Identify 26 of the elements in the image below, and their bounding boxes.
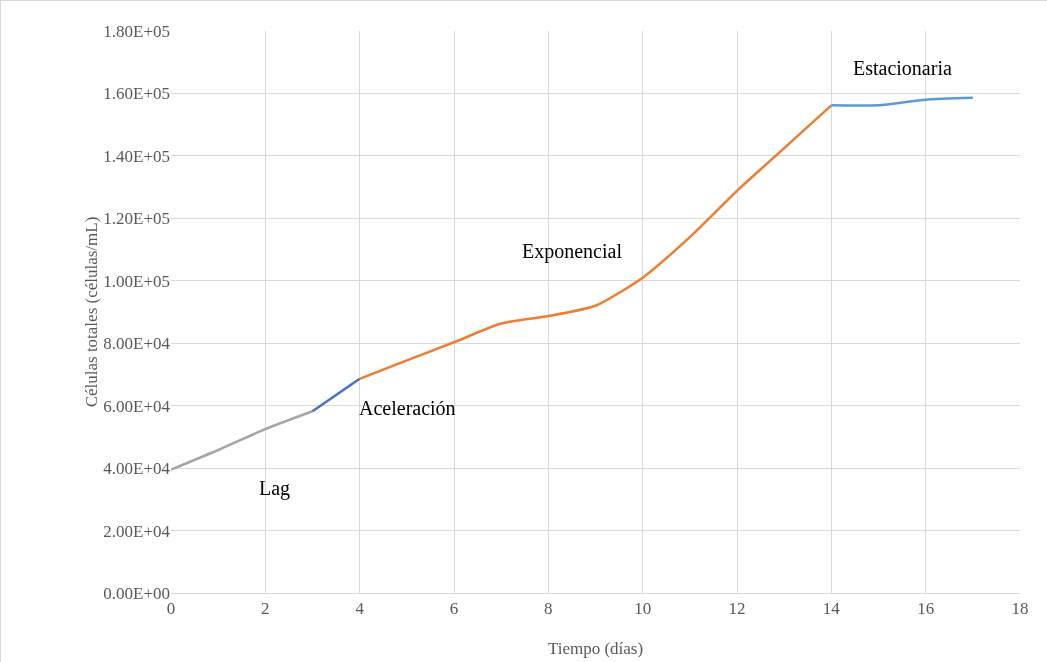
x-tick-label: 4 — [355, 599, 365, 619]
annotation: Aceleración — [359, 397, 456, 419]
annotation: Estacionaria — [853, 57, 952, 79]
y-tick-label: 1.60E+05 — [103, 84, 170, 104]
y-tick-label: 4.00E+04 — [103, 459, 171, 479]
annotation: Lag — [259, 477, 291, 500]
y-tick-label: 6.00E+04 — [103, 396, 171, 416]
y-tick-label: 8.00E+04 — [103, 334, 171, 354]
line-series — [358, 104, 833, 381]
x-tick-label: 12 — [728, 599, 746, 619]
y-tick-label: 1.40E+05 — [103, 146, 170, 166]
y-tick-label: 1.00E+05 — [103, 271, 170, 291]
y-axis-title: Células totales (células/mL) — [82, 216, 102, 408]
x-tick-label: 14 — [822, 599, 841, 619]
x-axis-title: Tiempo (días) — [547, 639, 644, 658]
x-tick-label: 6 — [449, 599, 459, 619]
x-tick-label: 2 — [261, 599, 270, 619]
y-tick-label: 1.80E+05 — [103, 21, 170, 41]
x-tick-label: 18 — [1011, 599, 1029, 619]
x-tick-label: 16 — [917, 599, 935, 619]
annotation: Exponencial — [522, 240, 623, 263]
x-tick-label: 8 — [544, 599, 553, 619]
y-tick-label: 1.20E+05 — [103, 209, 170, 229]
line-series — [171, 410, 314, 471]
y-tick-label: 2.00E+04 — [103, 521, 171, 541]
x-tick-label: 10 — [634, 599, 652, 619]
